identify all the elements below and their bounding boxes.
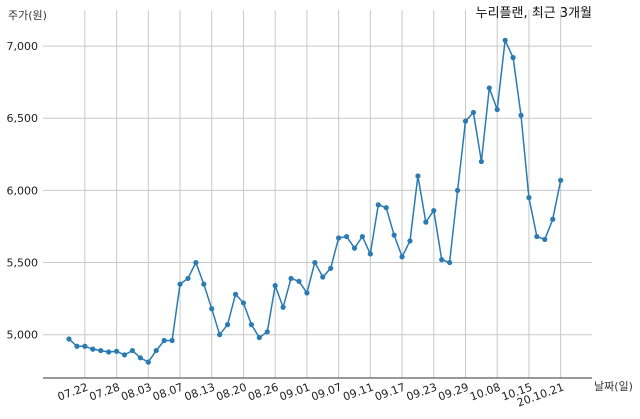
data-point [510, 55, 516, 61]
data-point [470, 109, 477, 116]
data-point [478, 158, 484, 165]
data-point [106, 349, 112, 355]
data-point [185, 275, 191, 282]
data-point [399, 254, 405, 260]
x-tick-label: 08.20 [214, 381, 248, 404]
data-point [439, 257, 445, 263]
data-point [169, 337, 175, 344]
x-tick-label: 09.23 [405, 381, 439, 404]
x-tick-label: 07.22 [56, 381, 90, 404]
data-point [177, 281, 183, 287]
y-tick-label: 5,000 [7, 329, 39, 342]
data-point [232, 291, 239, 297]
data-point [423, 219, 429, 225]
data-point [312, 259, 318, 266]
data-point [415, 173, 421, 179]
x-tick-label: 09.17 [373, 381, 407, 404]
data-point [225, 322, 231, 328]
data-point [526, 195, 532, 201]
data-point [383, 205, 389, 211]
data-point [502, 37, 508, 43]
grid-layer [43, 10, 592, 378]
x-tick-label: 08.26 [246, 381, 280, 404]
data-point [320, 274, 326, 280]
data-point [407, 238, 413, 244]
data-point [462, 118, 469, 124]
data-point [209, 306, 215, 312]
data-point [296, 278, 302, 284]
data-point [248, 322, 254, 328]
series-layer [66, 37, 564, 365]
data-point [288, 275, 294, 282]
data-point [454, 187, 461, 193]
data-point [145, 359, 151, 365]
data-point [137, 355, 143, 361]
data-point [336, 235, 342, 241]
data-point [98, 347, 104, 354]
data-point [240, 300, 247, 306]
data-point [367, 251, 373, 257]
data-point [359, 233, 366, 240]
data-point [494, 106, 500, 113]
data-point [74, 343, 80, 349]
data-point [153, 347, 159, 354]
y-tick-label: 5,500 [7, 257, 39, 270]
x-tick-label: 09.11 [341, 381, 375, 404]
data-point [90, 346, 96, 352]
data-point [486, 85, 492, 91]
data-point [518, 112, 524, 118]
y-tick-label: 6,500 [7, 112, 39, 125]
data-point [534, 233, 540, 240]
data-point [431, 207, 437, 214]
y-tick-labels: 5,000 5,500 6,000 6,500 7,000 [7, 40, 39, 342]
data-point [113, 348, 120, 354]
data-point [328, 265, 334, 271]
data-point [129, 347, 136, 354]
x-tick-labels: 07.2207.2808.0308.0708.1308.2008.2609.01… [56, 381, 566, 410]
y-tick-label: 6,000 [7, 184, 39, 197]
data-point [217, 332, 223, 338]
x-tick-label: 09.01 [278, 381, 312, 404]
data-point [193, 259, 199, 266]
data-point [161, 337, 167, 344]
y-axis-title: 주가(원) [8, 9, 47, 22]
x-tick-label: 08.07 [151, 381, 185, 404]
data-point [256, 334, 262, 341]
data-point [264, 329, 270, 335]
x-tick-label: 07.28 [88, 381, 122, 404]
data-point [550, 216, 556, 222]
y-tick-label: 7,000 [7, 40, 39, 53]
x-tick-label: 09.29 [436, 381, 470, 404]
data-point [201, 281, 207, 287]
chart-title: 누리플랜, 최근 3개월 [476, 6, 592, 21]
data-point [304, 290, 310, 296]
data-point [343, 233, 350, 240]
data-point [558, 177, 564, 183]
x-tick-label: 10.08 [468, 381, 502, 404]
data-point [391, 232, 397, 238]
data-point [121, 352, 128, 358]
x-tick-label: 08.13 [183, 381, 217, 404]
x-tick-label: 09.07 [310, 381, 344, 404]
data-point [351, 245, 358, 251]
data-point [375, 202, 381, 208]
data-point [272, 283, 278, 289]
x-tick-label: 08.03 [119, 381, 153, 404]
data-point [542, 236, 548, 243]
x-axis-title: 날짜(일) [594, 379, 633, 393]
data-point [82, 343, 88, 349]
data-point [66, 336, 72, 342]
data-point [447, 259, 453, 266]
data-point [280, 304, 286, 310]
